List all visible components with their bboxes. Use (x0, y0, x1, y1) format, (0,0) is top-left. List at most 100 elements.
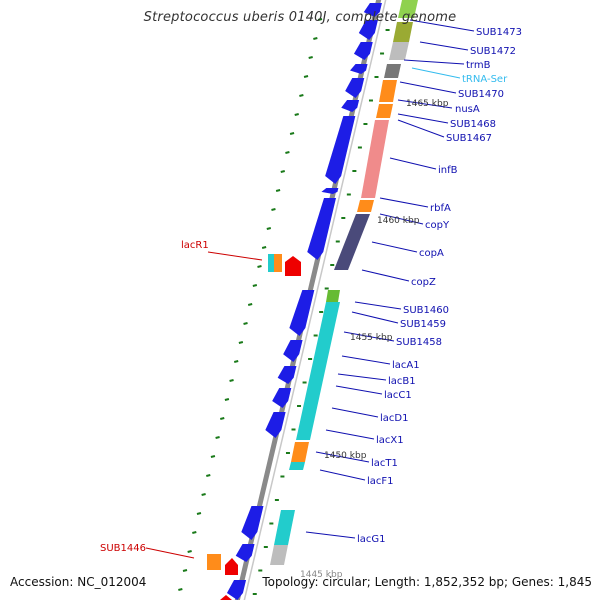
gene-label-lacT1[interactable]: lacT1 (371, 458, 398, 469)
leader-line (319, 469, 366, 481)
gene-arrow (345, 78, 365, 98)
band-sub1473 (398, 0, 418, 18)
gene-arrow (265, 412, 286, 438)
track-dot (313, 37, 318, 40)
track-dot (317, 18, 323, 21)
band-sub1460 (326, 290, 340, 302)
gene-arrow (235, 544, 255, 562)
track-dot (192, 531, 197, 534)
gene-label-sub1460[interactable]: SUB1460 (403, 305, 449, 316)
band-copA (334, 214, 370, 270)
band-lacT1 (291, 442, 309, 462)
gene-label-infB[interactable]: infB (438, 165, 458, 176)
gene-label-sub1470[interactable]: SUB1470 (458, 89, 504, 100)
sub1446-arrow[interactable] (225, 558, 238, 575)
topology-text: Topology: circular; Length: 1,852,352 bp… (262, 575, 592, 589)
leader-line (371, 241, 418, 253)
gene-label-trmB[interactable]: trmB (466, 60, 491, 71)
leader-line (305, 531, 356, 539)
track-dot (271, 208, 276, 211)
leader-line (361, 269, 410, 282)
gene-label-copY[interactable]: copY (425, 220, 450, 231)
gene-arrow (307, 198, 337, 260)
track-dot (303, 75, 309, 78)
gene-label-sub1473[interactable]: SUB1473 (476, 27, 522, 38)
track-dot (289, 132, 295, 135)
track-dot (257, 265, 262, 268)
leader-line (379, 197, 429, 208)
gene-label-lacX1[interactable]: lacX1 (376, 435, 404, 446)
leader-line (403, 59, 465, 65)
leader-line (325, 429, 375, 440)
track-dot (224, 398, 230, 401)
gene-label-sub1472[interactable]: SUB1472 (470, 46, 516, 57)
gene-label-sub1458[interactable]: SUB1458 (396, 337, 442, 348)
gene-label-lacC1[interactable]: lacC1 (384, 390, 412, 401)
leader-line (331, 407, 379, 418)
track-dot (182, 569, 188, 572)
gene-arrow (350, 64, 368, 74)
gene-label-lacF1[interactable]: lacF1 (367, 476, 394, 487)
kbp-ticks (252, 29, 390, 595)
band-lacG1 (274, 510, 295, 545)
leader-line (354, 301, 402, 310)
gene-label-rbfA[interactable]: rbfA (430, 203, 451, 214)
gene-arrow (358, 20, 378, 40)
gene-arrow (321, 188, 339, 194)
gene-label-tRNA-Ser[interactable]: tRNA-Ser (462, 74, 508, 85)
track-dot (247, 303, 253, 306)
accession-text: Accession: NC_012004 (10, 575, 147, 589)
band-lac-operon (296, 302, 340, 440)
band-trmB (384, 64, 401, 78)
left-label-lacR1[interactable]: lacR1 (181, 240, 209, 251)
lacR1-arrow[interactable] (285, 256, 301, 276)
track-dot (206, 474, 211, 477)
gene-arrow (353, 42, 373, 60)
left-features (207, 254, 301, 600)
leader-line (411, 67, 461, 79)
lacR1-feature-cyan[interactable] (268, 254, 274, 272)
track-dot (210, 455, 216, 458)
genome-title: Streptococcus uberis 0140J, complete gen… (143, 10, 457, 25)
track-dot (266, 227, 272, 230)
gene-label-lacB1[interactable]: lacB1 (388, 376, 416, 387)
track-dot (285, 151, 290, 154)
gene-label-nusA[interactable]: nusA (455, 104, 480, 115)
gene-label-sub1459[interactable]: SUB1459 (400, 319, 446, 330)
gene-label-copA[interactable]: copA (419, 248, 444, 259)
track-dot (275, 189, 281, 192)
gene-label-sub1467[interactable]: SUB1467 (446, 133, 492, 144)
gene-label-sub1468[interactable]: SUB1468 (450, 119, 496, 130)
band-rbfA (357, 200, 374, 212)
track-dot (196, 512, 202, 515)
left-label-sub1446[interactable]: SUB1446 (100, 543, 146, 554)
band-nusA (376, 104, 393, 118)
leader-line (335, 385, 383, 395)
gene-arrow (277, 366, 297, 384)
leader-line (397, 119, 445, 138)
gene-arrow (325, 116, 356, 184)
track-dot (243, 322, 248, 325)
track-dot (308, 56, 313, 59)
gene-label-lacD1[interactable]: lacD1 (380, 413, 408, 424)
gene-arrow (226, 580, 247, 600)
sub1446-feature-orange[interactable] (207, 554, 221, 570)
leader-line (337, 373, 387, 381)
sub1445-arrow[interactable] (220, 595, 232, 600)
track-dot (299, 94, 304, 97)
gene-label-copZ[interactable]: copZ (411, 277, 436, 288)
track-dot (294, 113, 299, 116)
leader-line (207, 251, 263, 261)
gene-arrows (226, 3, 382, 600)
track-dot (238, 341, 244, 344)
leader-line (397, 99, 453, 109)
gene-label-lacA1[interactable]: lacA1 (392, 360, 420, 371)
lacR1-feature-orange[interactable] (274, 254, 282, 272)
leader-line (389, 157, 437, 170)
track-dot (261, 246, 267, 249)
gene-label-lacG1[interactable]: lacG1 (357, 534, 386, 545)
leader-line (419, 41, 469, 51)
leader-lines (145, 19, 475, 559)
